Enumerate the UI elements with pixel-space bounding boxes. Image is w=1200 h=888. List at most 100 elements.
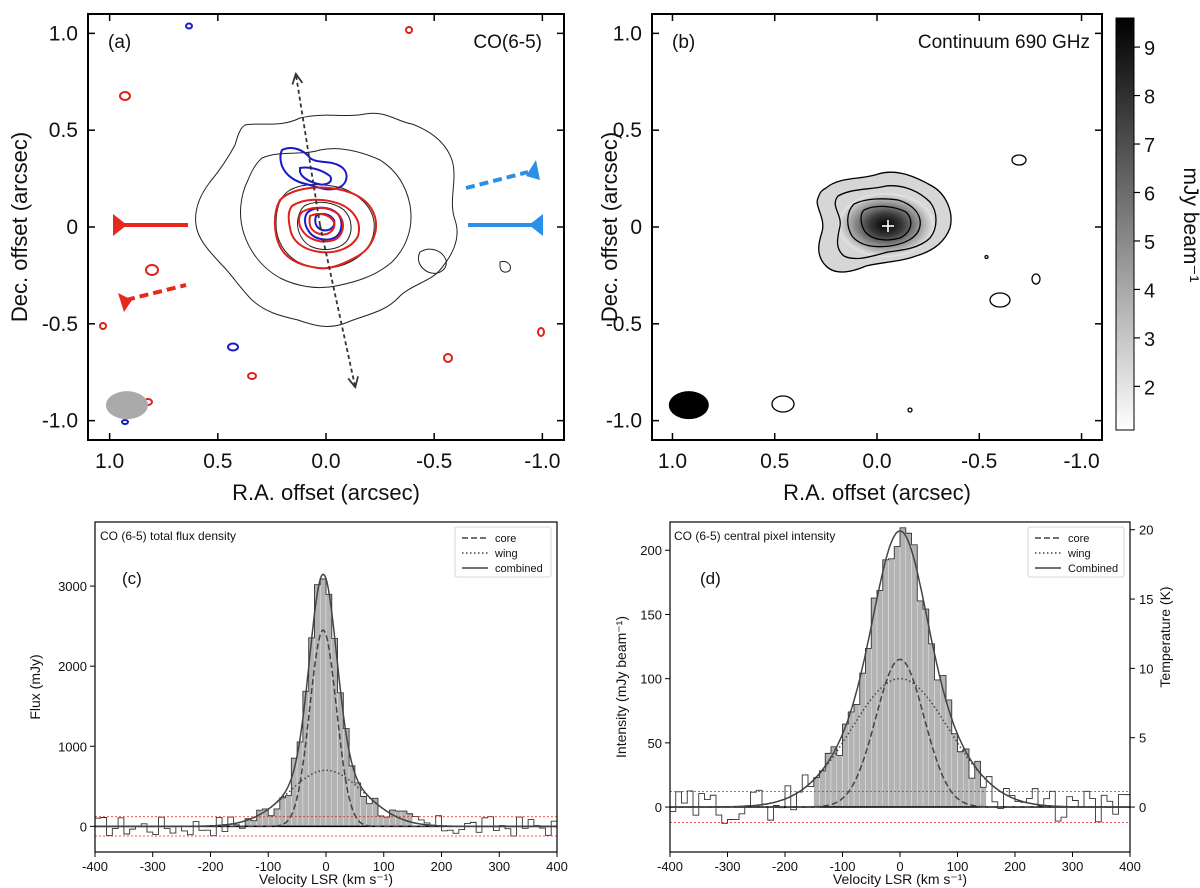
continuum-core xyxy=(838,193,934,257)
legend-box xyxy=(1027,526,1125,578)
colorbar-tick-label: 5 xyxy=(1144,232,1155,254)
spectrum-bar xyxy=(366,803,373,827)
panel-a-contours xyxy=(99,22,546,425)
panel-a-title: CO(6-5) xyxy=(473,32,542,53)
colorbar-tick-label: 7 xyxy=(1144,135,1155,157)
blue-contour-blob-2 xyxy=(121,419,130,425)
panel-d-curves xyxy=(670,530,1130,823)
red-solid-arrowhead xyxy=(113,214,127,236)
legend-box xyxy=(454,526,552,578)
panel-a-label: (a) xyxy=(108,32,131,53)
black-contour-blob-2 xyxy=(499,261,511,273)
x-tick-label: -300 xyxy=(714,859,740,874)
spectrum-bar xyxy=(389,809,396,827)
x-tick-label: 100 xyxy=(373,859,395,874)
spectrum-bar xyxy=(360,796,367,827)
spectrum-bar xyxy=(406,813,413,827)
spectrum-bar xyxy=(899,527,906,808)
x-tick-label: -1.0 xyxy=(1063,450,1099,473)
combined-fit-curve xyxy=(670,530,1130,808)
x-tick-label: 0.5 xyxy=(760,450,789,473)
x-tick-label: -0.5 xyxy=(416,450,452,473)
noise-contour-6 xyxy=(984,254,989,260)
y-tick-label: 3000 xyxy=(58,579,87,594)
combined-fit-curve xyxy=(95,573,557,828)
x-tick-label: 300 xyxy=(1062,859,1084,874)
y-tick-label: 1.0 xyxy=(49,22,78,45)
black-contour-blob-1 xyxy=(417,248,447,274)
x-tick-label: 300 xyxy=(488,859,510,874)
spectrum-bar xyxy=(951,733,958,808)
panel-c-title: CO (6-5) total flux density xyxy=(100,529,236,543)
spectrum-bar xyxy=(325,594,333,827)
y-tick-label: 150 xyxy=(640,607,662,622)
spectrum-bar xyxy=(888,558,895,808)
spectrum-bar xyxy=(250,820,257,827)
y2-tick-label: 5 xyxy=(1139,731,1146,746)
spectrum-bar xyxy=(928,643,935,808)
x-tick-label: -1.0 xyxy=(524,450,560,473)
y-tick-label: 50 xyxy=(648,736,662,751)
panel-d-label: (d) xyxy=(700,569,721,588)
continuum-contour-3 xyxy=(847,198,921,248)
y-tick-label: 0.5 xyxy=(49,119,78,142)
spectrum-bar xyxy=(383,816,390,827)
x-tick-label: -100 xyxy=(829,859,855,874)
spectrum-bar xyxy=(917,600,924,808)
red-contour-blob-4 xyxy=(443,353,454,363)
colorbar-tick-label: 3 xyxy=(1144,329,1155,351)
spectrum-bar xyxy=(268,815,275,827)
panel-c: -400 -300 -200 -100 0 100 200 300 400 0 1000 2000 30… xyxy=(27,521,568,887)
legend-label: core xyxy=(495,533,516,545)
red-contour-blob-3 xyxy=(247,372,258,380)
panel-a-ylabel: Dec. offset (arcsec) xyxy=(7,132,32,322)
legend-label: combined xyxy=(495,563,543,575)
noise-contour-5 xyxy=(907,407,913,413)
spectrum-bar xyxy=(911,544,918,808)
y2-tick-label: 20 xyxy=(1139,523,1153,538)
x-tick-label: 0 xyxy=(322,859,329,874)
panel-b: 1.0 0.5 0.0 -0.5 -1.0 1.0 0.5 0 -0.5 -1.0 (b) Con… xyxy=(597,13,1200,505)
x-tick-label: -0.5 xyxy=(961,450,997,473)
red-contour-outer xyxy=(274,186,377,270)
panel-d-ticks: -400 -300 -200 -100 0 100 200 300 40005010015020… xyxy=(640,523,1153,874)
blue-contour-blob-1 xyxy=(227,342,240,352)
continuum-contour-1 xyxy=(816,171,952,273)
panel-a-ticks: 1.0 0.5 0.0 -0.5 -1.0 1.0 0.5 0 -0.5 -1.0 xyxy=(42,14,564,473)
x-tick-label: -200 xyxy=(197,859,223,874)
red-contour-blob-7 xyxy=(99,322,108,330)
panel-b-ylabel: Dec. offset (arcsec) xyxy=(597,132,622,322)
y-tick-label: 0 xyxy=(655,800,662,815)
red-dashed-arrowhead xyxy=(118,293,132,312)
noise-contour-1 xyxy=(1011,154,1027,166)
axis-arrow-south xyxy=(319,224,355,386)
spectrum-bar xyxy=(968,777,975,808)
black-contour-2 xyxy=(240,148,412,289)
red-contour-blob-5 xyxy=(405,26,414,34)
red-contour-2 xyxy=(287,198,360,254)
blue-contour-blob-3 xyxy=(185,22,194,30)
colorbar-tick-label: 8 xyxy=(1144,87,1155,109)
panel-d-y2label: Temperature (K) xyxy=(1157,586,1173,687)
panel-d-title: CO (6-5) central pixel intensity xyxy=(674,529,835,543)
colorbar-ticks: 2 3 4 5 6 7 8 9 xyxy=(1134,38,1155,399)
x-tick-label: 100 xyxy=(947,859,969,874)
legend-label: Combined xyxy=(1068,563,1118,575)
x-tick-label: 400 xyxy=(1119,859,1141,874)
colorbar-tick-label: 6 xyxy=(1144,183,1155,205)
x-tick-label: -100 xyxy=(255,859,281,874)
colorbar-label: mJy beam⁻¹ xyxy=(1179,168,1200,283)
panel-b-ticks: 1.0 0.5 0.0 -0.5 -1.0 1.0 0.5 0 -0.5 -1.0 xyxy=(606,14,1102,473)
spectrum-bar xyxy=(279,797,286,827)
y-tick-label: 0.5 xyxy=(613,119,642,142)
panel-c-xlabel: Velocity LSR (km s⁻¹) xyxy=(259,871,393,887)
colorbar-tick-label: 2 xyxy=(1144,377,1155,399)
x-tick-label: 0.0 xyxy=(311,450,340,473)
x-tick-label: -400 xyxy=(657,859,683,874)
y-tick-label: 1000 xyxy=(58,739,87,754)
panel-b-image xyxy=(668,154,1041,420)
y-tick-label: 200 xyxy=(640,543,662,558)
panel-a-xlabel: R.A. offset (arcsec) xyxy=(232,480,420,505)
panel-c-curves xyxy=(95,573,557,837)
